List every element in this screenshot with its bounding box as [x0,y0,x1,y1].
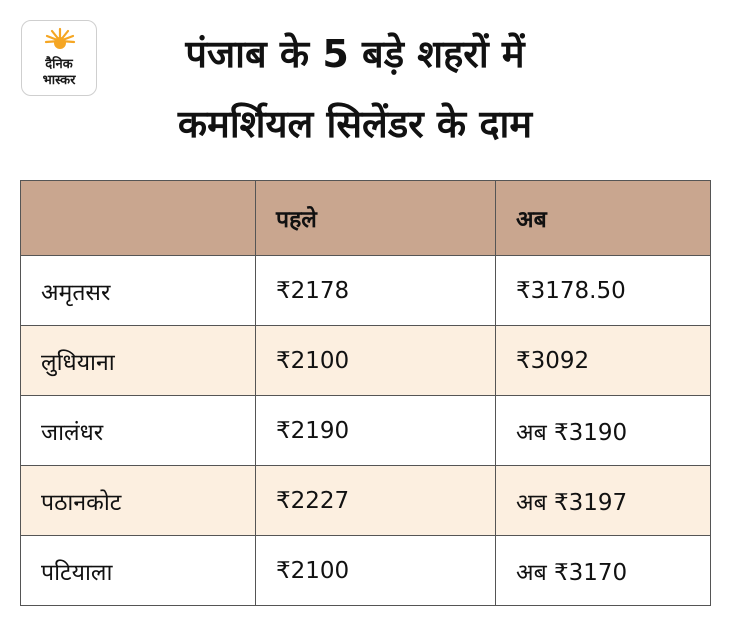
city-cell: अमृतसर [20,255,256,326]
before-price-cell: ₹2227 [255,465,496,536]
sun-icon [44,27,76,49]
city-cell: पटियाला [20,535,256,606]
page-title-line-1: पंजाब के 5 बड़े शहरों में [185,32,525,76]
dainik-bhaskar-logo: दैनिक भास्कर [21,20,97,96]
before-price-cell: ₹2178 [255,255,496,326]
table-row: पठानकोट ₹2227 अब ₹3197 [20,465,711,536]
city-cell: पठानकोट [20,465,256,536]
now-price-cell: ₹3178.50 [495,255,711,326]
now-price-cell: अब ₹3197 [495,465,711,536]
before-price-cell: ₹2190 [255,395,496,466]
header-before: पहले [255,180,496,256]
header-city [20,180,256,256]
table-header-row: पहले अब [20,180,711,256]
now-price-cell: अब ₹3190 [495,395,711,466]
city-cell: लुधियाना [20,325,256,396]
table-row: पटियाला ₹2100 अब ₹3170 [20,535,711,606]
now-price-cell: ₹3092 [495,325,711,396]
cylinder-price-table: पहले अब अमृतसर ₹2178 ₹3178.50 लुधियाना ₹… [20,180,711,606]
table-row: लुधियाना ₹2100 ₹3092 [20,325,711,396]
logo-line-2: भास्कर [42,73,76,88]
city-cell: जालंधर [20,395,256,466]
header-now: अब [495,180,711,256]
table-row: अमृतसर ₹2178 ₹3178.50 [20,255,711,326]
now-price-cell: अब ₹3170 [495,535,711,606]
logo-line-1: दैनिक [45,57,73,72]
table-row: जालंधर ₹2190 अब ₹3190 [20,395,711,466]
before-price-cell: ₹2100 [255,325,496,396]
before-price-cell: ₹2100 [255,535,496,606]
page-title-line-2: कमर्शियल सिलेंडर के दाम [177,102,533,146]
